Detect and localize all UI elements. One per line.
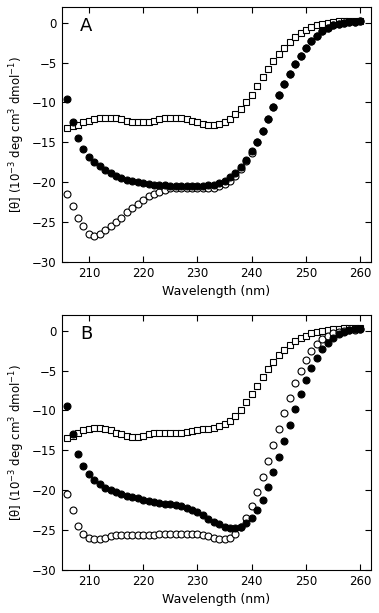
X-axis label: Wavelength (nm): Wavelength (nm) bbox=[162, 285, 271, 298]
Y-axis label: [θ] (10$^{-3}$ deg cm$^3$ dmol$^{-1}$): [θ] (10$^{-3}$ deg cm$^3$ dmol$^{-1}$) bbox=[7, 56, 27, 213]
X-axis label: Wavelength (nm): Wavelength (nm) bbox=[162, 593, 271, 606]
Y-axis label: [θ] (10$^{-3}$ deg cm$^3$ dmol$^{-1}$): [θ] (10$^{-3}$ deg cm$^3$ dmol$^{-1}$) bbox=[7, 364, 27, 520]
Text: A: A bbox=[80, 17, 92, 35]
Text: B: B bbox=[80, 325, 92, 343]
